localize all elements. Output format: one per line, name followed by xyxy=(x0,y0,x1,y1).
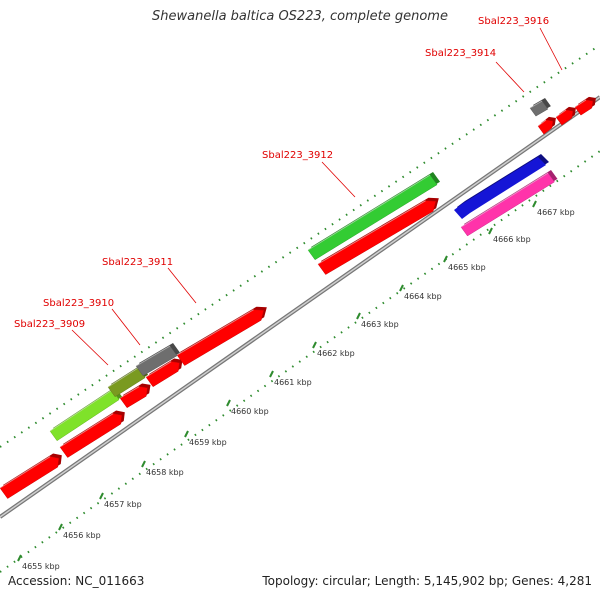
kbp-ticks: 4655 kbp 4656 kbp 4657 kbp 4658 kbp 4659 kbp… xyxy=(17,200,575,571)
gene-labels: Sbal223_3909 Sbal223_3910 Sbal223_3911 Sbal… xyxy=(14,16,563,366)
kbp-tick-label: 4662 kbp xyxy=(317,349,355,358)
kbp-tick-mark xyxy=(17,554,22,562)
gene-label-leader xyxy=(495,61,525,93)
kbp-tick-mark xyxy=(184,430,189,438)
kbp-tick-mark xyxy=(312,341,317,349)
gene-label-leader xyxy=(539,27,563,71)
gene-label[interactable]: Sbal223_3910 xyxy=(43,298,114,309)
cds-green-arrow xyxy=(307,172,441,261)
kbp-tick-label: 4666 kbp xyxy=(493,235,531,244)
cds-red-arrow xyxy=(317,197,439,275)
cds-gray-arrow xyxy=(529,98,551,117)
gene-label[interactable]: Sbal223_3909 xyxy=(14,319,85,330)
gene-label-leader xyxy=(167,267,197,304)
cds-red-arrow xyxy=(537,116,556,135)
kbp-tick-label: 4655 kbp xyxy=(22,562,60,571)
kbp-tick-mark xyxy=(99,492,104,500)
cds-magenta-arrow xyxy=(460,170,558,237)
cds-olive-arrow xyxy=(107,365,149,398)
outer-scale-line xyxy=(0,44,600,448)
feature-track xyxy=(0,96,596,499)
kbp-tick-mark xyxy=(141,460,146,468)
kbp-tick-label: 4660 kbp xyxy=(231,407,269,416)
cds-red-arrow xyxy=(119,383,151,409)
kbp-tick-label: 4663 kbp xyxy=(361,320,399,329)
kbp-tick-mark xyxy=(269,370,274,378)
cds-blue-arrow xyxy=(454,154,549,219)
cds-red-arrow xyxy=(574,96,596,116)
kbp-tick-mark xyxy=(58,523,63,531)
cds-lightgreen-arrow xyxy=(49,387,123,442)
map-title: Shewanella baltica OS223, complete genom… xyxy=(152,9,448,24)
kbp-tick-mark xyxy=(356,312,361,320)
gene-label-leader xyxy=(321,161,356,198)
kbp-tick-label: 4658 kbp xyxy=(146,468,184,477)
kbp-tick-mark xyxy=(532,200,537,208)
kbp-tick-mark xyxy=(488,227,493,235)
gene-label[interactable]: Sbal223_3916 xyxy=(478,16,549,27)
kbp-tick-label: 4661 kbp xyxy=(274,378,312,387)
gene-label[interactable]: Sbal223_3912 xyxy=(262,150,333,161)
cds-red-arrow xyxy=(555,106,576,126)
kbp-tick-label: 4667 kbp xyxy=(537,208,575,217)
kbp-tick-mark xyxy=(443,255,448,263)
kbp-tick-mark xyxy=(226,399,231,407)
topology-text: Topology: circular; Length: 5,145,902 bp… xyxy=(262,574,592,588)
gene-label[interactable]: Sbal223_3911 xyxy=(102,257,173,268)
kbp-tick-label: 4657 kbp xyxy=(104,500,142,509)
kbp-tick-label: 4659 kbp xyxy=(189,438,227,447)
kbp-tick-mark xyxy=(399,284,404,292)
cds-red-arrow xyxy=(176,306,267,366)
backbone-line-highlight xyxy=(0,96,600,518)
cds-red-arrow xyxy=(0,453,62,499)
gene-label-leader xyxy=(71,329,109,366)
accession-text: Accession: NC_011663 xyxy=(8,574,145,588)
kbp-tick-label: 4665 kbp xyxy=(448,263,486,272)
cds-red-arrow xyxy=(145,358,183,388)
cds-red-arrow xyxy=(59,410,125,458)
gene-label-leader xyxy=(111,308,141,346)
cds-gray-arrow xyxy=(135,343,181,377)
kbp-tick-label: 4656 kbp xyxy=(63,531,101,540)
gene-label[interactable]: Sbal223_3914 xyxy=(425,48,496,59)
inner-scale-line xyxy=(0,150,600,573)
kbp-tick-label: 4664 kbp xyxy=(404,292,442,301)
